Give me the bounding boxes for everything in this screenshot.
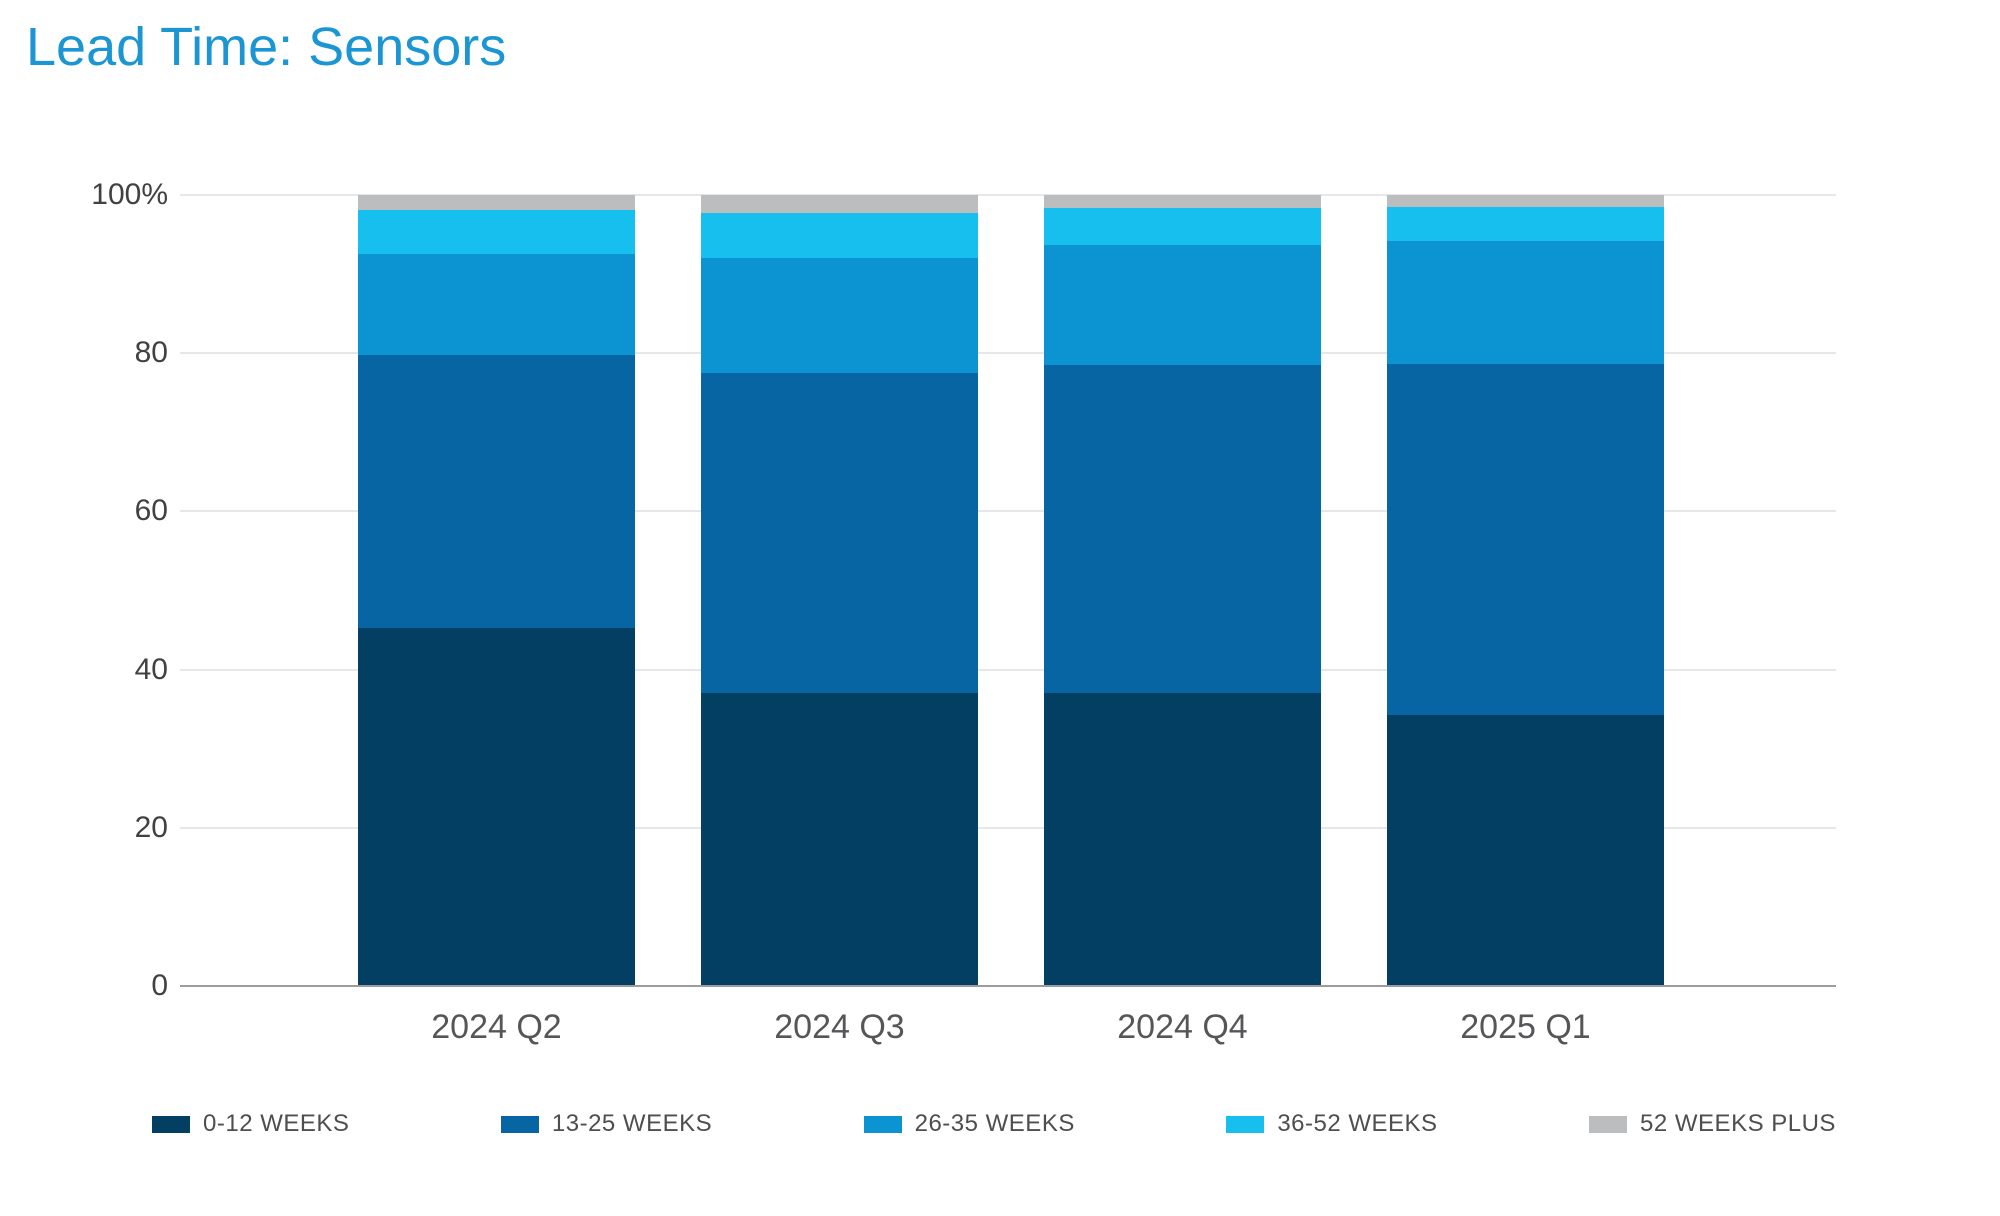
x-axis-tick-2024-q3: 2024 Q3 (774, 1008, 905, 1046)
bar-segment-0-12-weeks (1387, 715, 1664, 986)
bar-segment-0-12-weeks (1044, 693, 1321, 986)
bar-segment-13-25-weeks (358, 354, 635, 628)
bar-2024-q3 (701, 195, 978, 986)
y-axis-tick-100: 100% (91, 178, 168, 211)
bar-2024-q2 (358, 195, 635, 986)
bar-segment-36-52-weeks (1387, 206, 1664, 241)
bar-segment-52-weeks-plus (701, 195, 978, 214)
bar-segment-52-weeks-plus (358, 195, 635, 211)
plot-area (180, 194, 1836, 987)
y-axis-tick-20: 20 (134, 810, 168, 844)
y-axis-tick-60: 60 (134, 494, 168, 528)
bar-segment-26-35-weeks (1387, 240, 1664, 365)
bar-2025-q1 (1387, 195, 1664, 986)
bar-segment-36-52-weeks (358, 210, 635, 255)
y-axis-tick-0: 0 (151, 969, 168, 1002)
legend-item-26-35-weeks: 26-35 WEEKS (863, 1110, 1075, 1138)
y-axis-tick-40: 40 (134, 652, 168, 686)
x-axis-tick-2025-q1: 2025 Q1 (1460, 1008, 1591, 1046)
legend-label: 36-52 WEEKS (1277, 1110, 1438, 1137)
bar-segment-52-weeks-plus (1044, 195, 1321, 209)
x-axis-tick-2024-q4: 2024 Q4 (1117, 1008, 1248, 1046)
bar-segment-0-12-weeks (358, 627, 635, 986)
bar-segment-26-35-weeks (1044, 244, 1321, 366)
legend-item-0-12-weeks: 0-12 WEEKS (152, 1110, 349, 1138)
chart-legend: 0-12 WEEKS 13-25 WEEKS 26-35 WEEKS 36-52 WE… (152, 1110, 1836, 1138)
legend-item-13-25-weeks: 13-25 WEEKS (500, 1110, 713, 1138)
legend-item-36-52-weeks: 36-52 WEEKS (1226, 1110, 1437, 1138)
legend-item-52-weeks-plus: 52 WEEKS PLUS (1589, 1110, 1836, 1138)
legend-swatch-icon (1226, 1115, 1265, 1133)
legend-label: 26-35 WEEKS (914, 1110, 1075, 1137)
bar-segment-36-52-weeks (701, 213, 978, 259)
bar-2024-q4 (1044, 195, 1321, 986)
legend-swatch-icon (500, 1115, 539, 1133)
bar-segment-26-35-weeks (358, 254, 635, 355)
bar-segment-0-12-weeks (701, 692, 978, 986)
x-axis-tick-2024-q2: 2024 Q2 (431, 1008, 562, 1046)
legend-label: 52 WEEKS PLUS (1640, 1110, 1836, 1137)
bar-segment-26-35-weeks (701, 258, 978, 373)
bar-segment-13-25-weeks (701, 372, 978, 693)
bar-segment-36-52-weeks (1044, 208, 1321, 245)
y-axis-tick-80: 80 (134, 336, 168, 370)
legend-swatch-icon (152, 1115, 190, 1133)
chart-title: Lead Time: Sensors (26, 17, 507, 77)
bar-segment-13-25-weeks (1387, 364, 1664, 716)
bar-segment-52-weeks-plus (1387, 195, 1664, 207)
legend-label: 0-12 WEEKS (203, 1110, 350, 1137)
bar-segment-13-25-weeks (1044, 365, 1321, 694)
legend-swatch-icon (1589, 1115, 1628, 1133)
legend-swatch-icon (863, 1115, 902, 1133)
legend-label: 13-25 WEEKS (551, 1110, 713, 1137)
